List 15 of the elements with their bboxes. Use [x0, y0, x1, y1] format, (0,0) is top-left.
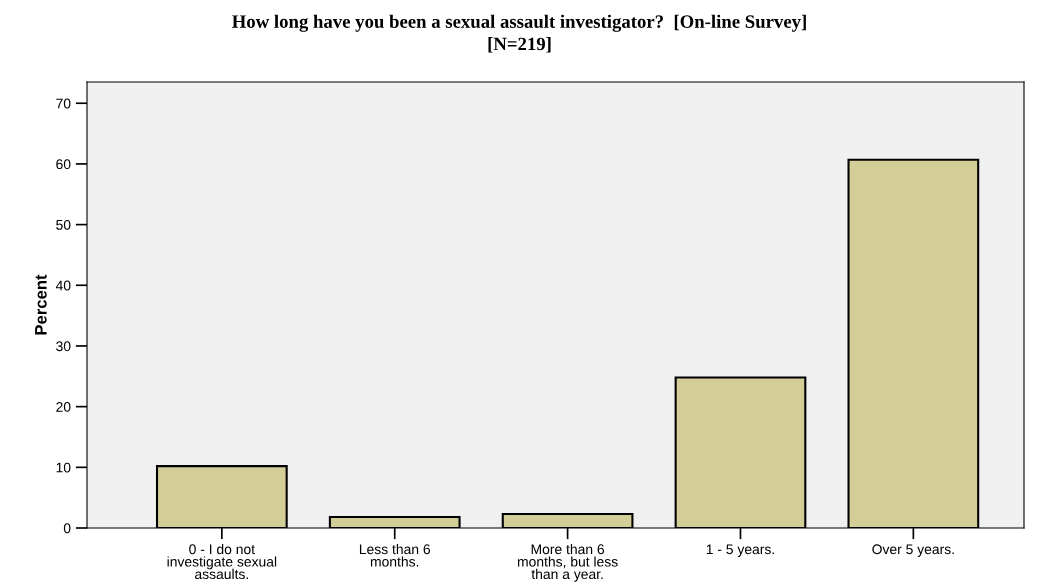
y-axis-title: Percent [35, 274, 47, 335]
x-tick-label: More than 6 months, but less than a year. [517, 543, 618, 582]
x-tick-label: Less than 6 months. [359, 543, 431, 567]
y-tick-label: 30 [56, 341, 71, 352]
y-tick-label: 40 [55, 280, 71, 291]
y-tick-label: 0 [63, 523, 71, 534]
y-tick-label: 50 [56, 219, 71, 230]
x-tick-label: 0 - I do not investigate sexual assaults. [167, 543, 277, 580]
x-tick-label: 1 - 5 years. [706, 544, 774, 557]
y-tick-label: 70 [56, 98, 71, 109]
chart-title: How long have you been a sexual assault investigator? [On-line Survey] [N=219] [232, 14, 806, 53]
y-tick-label: 20 [56, 401, 71, 412]
x-tick-label: Over 5 years. [872, 544, 954, 557]
y-tick-label: 60 [56, 159, 71, 170]
y-tick-label: 10 [56, 462, 71, 473]
